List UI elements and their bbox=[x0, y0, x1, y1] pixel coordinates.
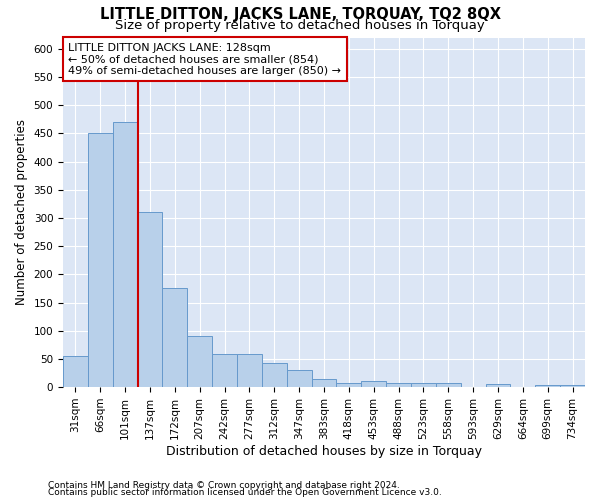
Bar bbox=[436, 382, 461, 387]
Bar bbox=[113, 122, 137, 387]
Text: LITTLE DITTON, JACKS LANE, TORQUAY, TQ2 8QX: LITTLE DITTON, JACKS LANE, TORQUAY, TQ2 … bbox=[100, 8, 500, 22]
Bar bbox=[485, 384, 511, 387]
Text: Contains public sector information licensed under the Open Government Licence v3: Contains public sector information licen… bbox=[48, 488, 442, 497]
Bar bbox=[63, 356, 88, 387]
Bar bbox=[287, 370, 311, 387]
Bar bbox=[361, 382, 386, 387]
Bar bbox=[262, 364, 287, 387]
Bar bbox=[137, 212, 163, 387]
Bar bbox=[337, 382, 361, 387]
Bar bbox=[237, 354, 262, 387]
Bar bbox=[163, 288, 187, 387]
Bar bbox=[386, 382, 411, 387]
Bar bbox=[88, 134, 113, 387]
Text: LITTLE DITTON JACKS LANE: 128sqm
← 50% of detached houses are smaller (854)
49% : LITTLE DITTON JACKS LANE: 128sqm ← 50% o… bbox=[68, 42, 341, 76]
Text: Size of property relative to detached houses in Torquay: Size of property relative to detached ho… bbox=[115, 19, 485, 32]
Bar bbox=[535, 385, 560, 387]
Bar bbox=[187, 336, 212, 387]
Bar bbox=[560, 385, 585, 387]
Y-axis label: Number of detached properties: Number of detached properties bbox=[15, 120, 28, 306]
X-axis label: Distribution of detached houses by size in Torquay: Distribution of detached houses by size … bbox=[166, 444, 482, 458]
Bar bbox=[212, 354, 237, 387]
Bar bbox=[411, 382, 436, 387]
Bar bbox=[311, 378, 337, 387]
Text: Contains HM Land Registry data © Crown copyright and database right 2024.: Contains HM Land Registry data © Crown c… bbox=[48, 480, 400, 490]
